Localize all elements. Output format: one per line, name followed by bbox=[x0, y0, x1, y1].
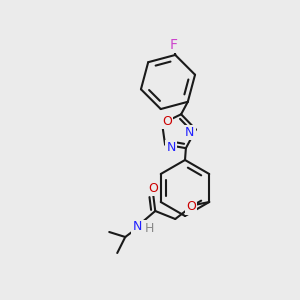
Text: N: N bbox=[185, 126, 194, 139]
Text: O: O bbox=[162, 115, 172, 128]
Text: O: O bbox=[148, 182, 158, 194]
Text: N: N bbox=[133, 220, 142, 232]
Text: N: N bbox=[167, 141, 176, 154]
Text: O: O bbox=[186, 200, 196, 214]
Text: H: H bbox=[145, 221, 154, 235]
Text: F: F bbox=[169, 38, 177, 52]
